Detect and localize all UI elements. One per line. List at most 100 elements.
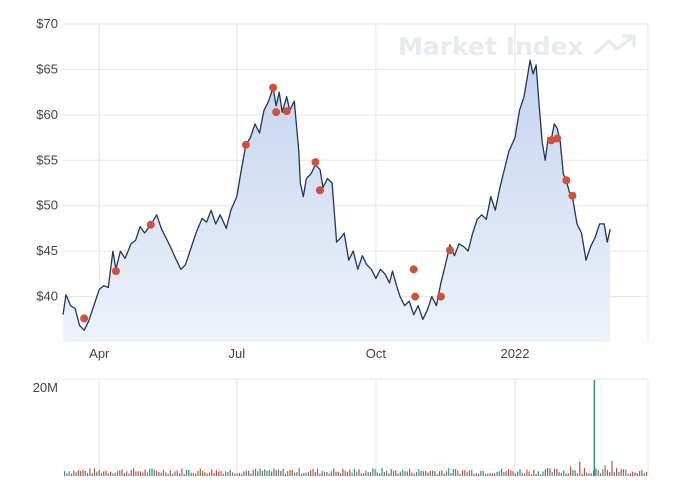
volume-bar: [441, 470, 443, 476]
volume-bar: [473, 473, 475, 476]
volume-bar: [372, 468, 374, 476]
volume-bar: [291, 469, 293, 476]
volume-bar: [468, 470, 470, 476]
volume-bar: [123, 473, 125, 476]
volume-bar: [553, 468, 556, 476]
volume-bar: [494, 473, 496, 476]
volume-bar: [153, 469, 155, 476]
volume-bars: [64, 379, 648, 476]
volume-bar: [208, 472, 211, 476]
price-marker[interactable]: [547, 136, 556, 145]
volume-bar: [452, 469, 454, 476]
price-marker[interactable]: [146, 220, 155, 229]
volume-bar: [422, 471, 424, 476]
volume-bar: [567, 473, 569, 476]
volume-bar: [116, 471, 119, 476]
volume-bar: [114, 472, 116, 476]
volume-bar: [448, 468, 450, 476]
volume-bar: [404, 471, 406, 476]
volume-bar: [110, 471, 112, 476]
watermark: Market Index: [398, 32, 636, 61]
volume-bar: [599, 473, 602, 476]
volume-bar: [149, 468, 151, 476]
volume-bar: [137, 471, 139, 476]
price-marker[interactable]: [269, 83, 278, 92]
volume-bar: [478, 473, 480, 476]
volume-bar: [351, 472, 353, 476]
volume-bar: [349, 469, 351, 476]
price-marker[interactable]: [411, 292, 420, 301]
price-marker[interactable]: [241, 140, 250, 149]
volume-bar: [586, 472, 588, 476]
volume-bar: [82, 470, 84, 476]
price-marker[interactable]: [409, 265, 418, 274]
price-marker[interactable]: [568, 191, 577, 200]
trend-arrow-icon: [594, 34, 636, 55]
volume-bar: [565, 473, 567, 476]
price-marker[interactable]: [315, 186, 324, 195]
price-marker[interactable]: [553, 134, 562, 143]
volume-bar: [287, 471, 289, 476]
volume-bar: [510, 470, 512, 476]
volume-bar: [535, 473, 537, 476]
volume-bar: [105, 470, 107, 476]
volume-bar: [93, 468, 96, 476]
volume-bar: [386, 470, 388, 476]
volume-bar: [429, 470, 431, 476]
volume-bar: [590, 473, 592, 476]
volume-bar: [461, 470, 464, 476]
price-area-fill: [63, 60, 611, 343]
volume-bar: [241, 473, 243, 476]
price-marker[interactable]: [80, 314, 89, 323]
volume-bar: [365, 470, 367, 476]
volume-bar: [528, 471, 530, 476]
volume-bar: [381, 468, 383, 476]
volume-bar: [183, 473, 185, 476]
volume-bar: [257, 471, 259, 476]
price-marker[interactable]: [111, 267, 120, 276]
volume-bar: [96, 471, 98, 476]
volume-bar: [340, 473, 342, 476]
volume-bar: [609, 472, 611, 476]
price-marker[interactable]: [272, 108, 281, 117]
volume-bar: [167, 474, 169, 476]
volume-bar: [627, 473, 629, 476]
price-marker[interactable]: [562, 176, 571, 185]
price-y-tick-label: $70: [36, 16, 58, 31]
volume-bar: [156, 470, 158, 476]
volume-bar: [254, 468, 257, 476]
volume-bar: [280, 471, 282, 476]
volume-bar: [261, 471, 263, 476]
volume-bar: [533, 469, 535, 476]
price-marker[interactable]: [311, 158, 320, 167]
price-x-tick-label: Jul: [229, 346, 246, 361]
volume-bar: [413, 473, 415, 476]
price-marker[interactable]: [445, 246, 454, 255]
volume-bar: [296, 472, 298, 476]
volume-bar: [576, 473, 579, 476]
volume-bar: [284, 473, 286, 476]
price-marker[interactable]: [282, 107, 291, 116]
price-y-tick-label: $50: [36, 198, 58, 213]
volume-bar: [542, 471, 544, 476]
volume-bar: [144, 469, 146, 476]
price-y-axis: $40 $45 $50 $55 $60 $65 $70: [36, 16, 58, 304]
volume-bar: [275, 470, 277, 476]
volume-bar: [379, 473, 381, 476]
volume-bar: [211, 469, 213, 476]
volume-bar: [172, 473, 174, 476]
volume-bar: [64, 471, 66, 476]
volume-bar: [491, 473, 493, 476]
volume-bar: [558, 471, 560, 476]
volume-grid: [63, 378, 649, 476]
volume-bar: [266, 470, 268, 476]
price-marker[interactable]: [436, 292, 445, 301]
volume-bar: [107, 473, 109, 476]
price-x-tick-label: 2022: [501, 346, 530, 361]
volume-bar: [427, 472, 429, 476]
volume-bar: [87, 472, 89, 476]
volume-bar: [231, 472, 234, 476]
volume-bar: [466, 472, 468, 476]
volume-bar: [402, 469, 404, 476]
